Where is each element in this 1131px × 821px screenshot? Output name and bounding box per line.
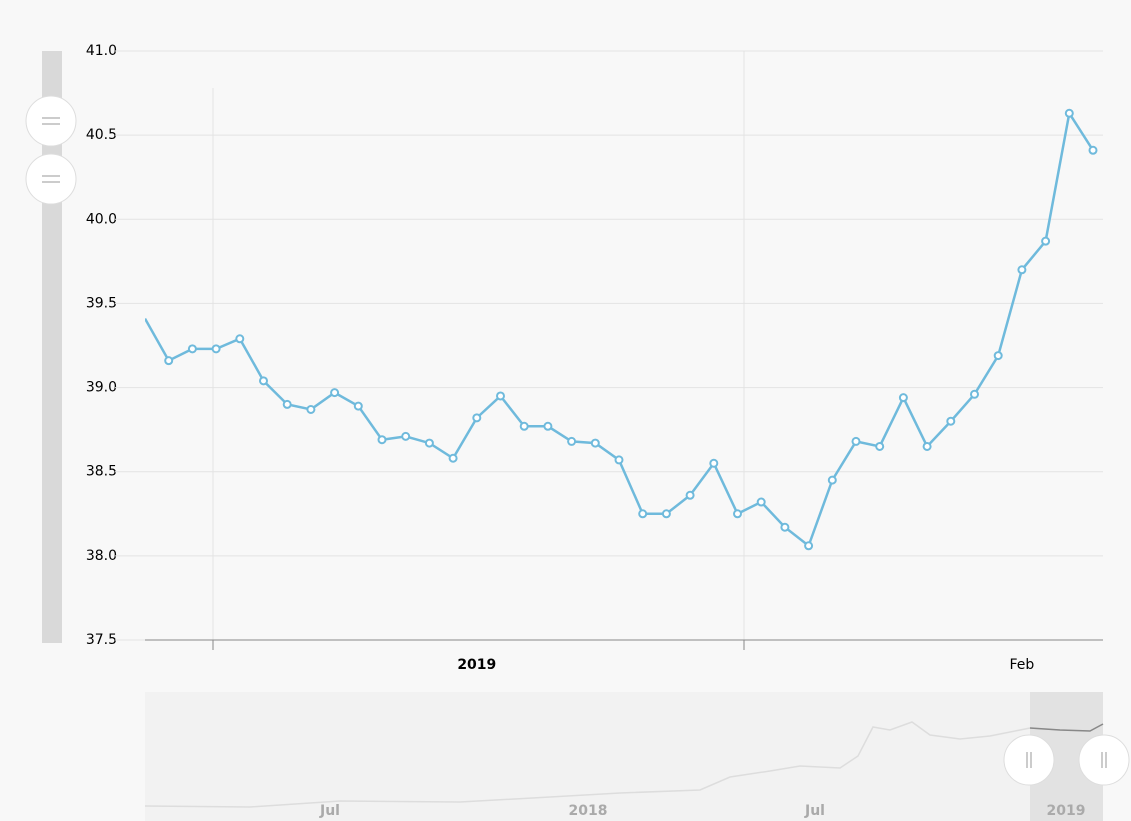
y-tick-label: 38.0 xyxy=(86,548,117,564)
navigator-label: Jul xyxy=(804,803,825,819)
data-point xyxy=(661,509,671,519)
data-point xyxy=(922,441,932,451)
y-tick-label: 37.5 xyxy=(86,632,117,648)
data-point xyxy=(235,334,245,344)
data-point xyxy=(1088,145,1098,155)
navigator-label: 2018 xyxy=(569,803,608,819)
y-tick-label: 40.0 xyxy=(86,211,117,227)
data-point xyxy=(709,458,719,468)
data-point xyxy=(543,421,553,431)
y-tick-label: 40.5 xyxy=(86,127,117,143)
y-tick-label: 39.0 xyxy=(86,380,117,396)
navigator-handle[interactable] xyxy=(1078,734,1130,786)
data-point xyxy=(187,344,197,354)
data-point xyxy=(211,344,221,354)
data-point xyxy=(1041,236,1051,246)
series-line xyxy=(145,109,1095,548)
data-point xyxy=(567,436,577,446)
plot xyxy=(145,108,1098,551)
navigator-label: Jul xyxy=(319,803,340,819)
y-tick-label: 41.0 xyxy=(86,43,117,59)
y-tick-label: 39.5 xyxy=(86,295,117,311)
x-tick-label: 2019 xyxy=(457,657,496,673)
navigator-bg xyxy=(145,692,1103,821)
data-point xyxy=(401,431,411,441)
data-point xyxy=(685,490,695,500)
data-point xyxy=(519,421,529,431)
data-point xyxy=(377,435,387,445)
data-point xyxy=(353,401,363,411)
data-point xyxy=(875,441,885,451)
data-point xyxy=(1064,108,1074,118)
data-point xyxy=(827,475,837,485)
data-point xyxy=(472,413,482,423)
data-point xyxy=(164,356,174,366)
data-point xyxy=(993,351,1003,361)
data-point xyxy=(780,522,790,532)
navigator-line-selected xyxy=(1029,723,1104,732)
data-point xyxy=(448,453,458,463)
data-point xyxy=(496,391,505,401)
data-point xyxy=(590,438,600,448)
data-point xyxy=(946,416,956,426)
data-point xyxy=(804,541,814,551)
data-point xyxy=(614,455,624,465)
data-point xyxy=(851,436,861,446)
data-point xyxy=(756,497,766,507)
navigator-line xyxy=(144,721,1104,808)
scroll-handle[interactable] xyxy=(25,153,77,205)
x-tick-label: Feb xyxy=(1010,657,1035,673)
scroll-handle[interactable] xyxy=(25,95,77,147)
data-point xyxy=(898,393,908,403)
data-point xyxy=(424,438,434,448)
data-point xyxy=(1017,265,1027,275)
navigator-handle[interactable] xyxy=(1003,734,1055,786)
navigator-label: 2019 xyxy=(1047,803,1086,819)
data-point xyxy=(970,389,979,399)
data-point xyxy=(306,404,316,414)
data-point xyxy=(330,388,340,398)
navigator: Jul 2018 Jul 2019 xyxy=(144,692,1130,821)
y-tick-label: 38.5 xyxy=(86,464,117,480)
data-point xyxy=(733,509,742,519)
data-point xyxy=(282,399,292,409)
data-point xyxy=(638,509,648,519)
data-point xyxy=(259,376,268,386)
